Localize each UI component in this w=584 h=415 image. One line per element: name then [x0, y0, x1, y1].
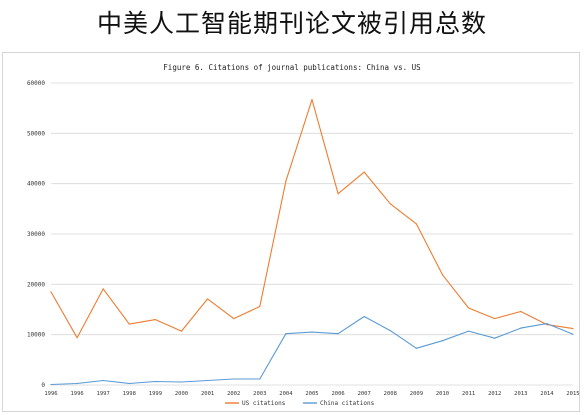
series-lines — [50, 99, 574, 386]
x-tick-label: 2001 — [201, 391, 214, 397]
data-point — [520, 327, 522, 329]
data-point — [259, 305, 261, 308]
x-tick-label: 2015 — [566, 391, 579, 397]
x-tick-label: 2014 — [540, 391, 554, 397]
data-point — [311, 331, 313, 333]
data-point — [415, 347, 417, 349]
data-point — [389, 330, 391, 332]
data-point — [441, 274, 444, 276]
data-point — [259, 378, 261, 380]
x-tick-label: 2002 — [227, 391, 240, 397]
x-tick-label: 1997 — [97, 391, 110, 397]
data-point — [389, 203, 391, 205]
data-point — [76, 382, 78, 385]
data-point — [546, 322, 548, 325]
chart-area: Figure 6. Citations of journal publicati… — [2, 52, 580, 412]
data-point — [311, 99, 313, 101]
line-chart: Figure 6. Citations of journal publicati… — [27, 63, 580, 407]
x-tick-label: 2005 — [305, 391, 318, 397]
x-tick-label: 2003 — [253, 391, 266, 397]
y-tick-label: 30000 — [27, 231, 45, 238]
data-point — [154, 380, 156, 383]
data-point — [494, 317, 496, 320]
x-tick-label: 2006 — [331, 391, 344, 397]
x-tick-label: 2009 — [410, 391, 423, 397]
data-point — [102, 379, 104, 382]
y-tick-label: 60000 — [27, 80, 45, 87]
x-tick-label: 2008 — [384, 391, 397, 397]
x-tick-label: 1998 — [123, 391, 136, 397]
legend-label: US citations — [242, 400, 286, 407]
data-point — [494, 337, 496, 339]
data-point — [76, 337, 78, 339]
data-point — [102, 288, 104, 290]
data-point — [572, 328, 574, 330]
y-tick-label: 50000 — [27, 130, 45, 137]
x-tick-label: 2011 — [462, 391, 475, 397]
data-point — [128, 323, 130, 325]
x-tick-label: 2010 — [436, 391, 449, 397]
data-point — [207, 379, 209, 382]
series-line-china — [50, 315, 574, 386]
y-tick-label: 10000 — [27, 332, 45, 339]
data-point — [233, 317, 235, 320]
x-tick-label: 1996 — [44, 391, 57, 397]
data-point — [415, 223, 417, 225]
y-tick-label: 0 — [41, 382, 45, 389]
data-point — [441, 340, 444, 342]
x-tick-label: 2007 — [358, 391, 371, 397]
data-point — [572, 333, 574, 335]
x-tick-label: 2000 — [175, 391, 188, 397]
data-point — [337, 193, 339, 195]
data-point — [128, 382, 130, 385]
y-axis-ticks: 0 10000 20000 30000 40000 50000 60000 — [27, 80, 45, 389]
data-point — [285, 333, 287, 335]
data-point — [180, 330, 183, 332]
x-tick-label: 2004 — [279, 391, 293, 397]
data-point — [207, 298, 209, 300]
legend: US citations China citations — [225, 400, 375, 407]
data-point — [180, 381, 183, 383]
data-point — [363, 171, 365, 173]
data-point — [154, 318, 156, 321]
data-point — [363, 315, 365, 318]
data-point — [520, 310, 522, 313]
data-point — [50, 291, 52, 293]
page-title: 中美人工智能期刊论文被引用总数 — [96, 9, 487, 38]
data-point — [468, 307, 470, 309]
data-point — [468, 330, 470, 332]
data-point — [285, 180, 287, 182]
gridlines — [51, 82, 573, 386]
chart-title: Figure 6. Citations of journal publicati… — [163, 63, 421, 72]
x-tick-label: 2013 — [514, 391, 527, 397]
data-point — [337, 333, 339, 335]
data-point — [233, 378, 235, 380]
series-line-us — [50, 99, 574, 339]
legend-label: China citations — [320, 400, 375, 407]
x-tick-label: 1996 — [70, 391, 83, 397]
y-tick-label: 20000 — [27, 281, 45, 288]
y-tick-label: 40000 — [27, 181, 45, 188]
x-axis-ticks: 1996 1996 1997 1998 1999 2000 2001 2002 2003 2004… — [44, 391, 579, 397]
x-tick-label: 1999 — [149, 391, 162, 397]
x-tick-label: 2012 — [488, 391, 501, 397]
data-point — [50, 383, 52, 386]
